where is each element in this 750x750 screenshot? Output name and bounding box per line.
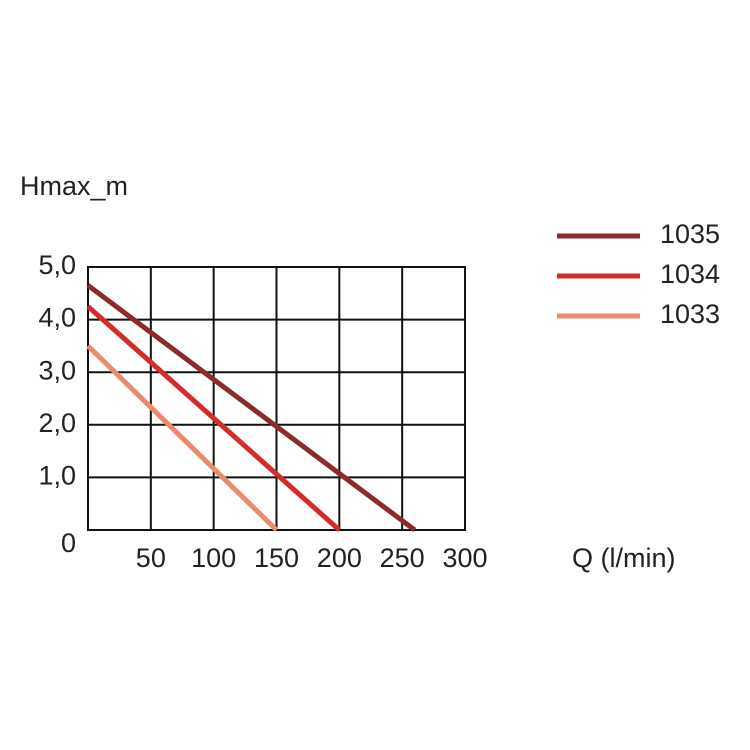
series-line <box>86 283 417 533</box>
legend-label: 1035 <box>660 219 720 249</box>
series-line <box>86 344 279 532</box>
y-tick-label: 2,0 <box>38 408 76 438</box>
x-tick-label: 250 <box>380 543 425 573</box>
y-tick-label: 3,0 <box>38 355 76 385</box>
y-tick-label: 0 <box>61 528 76 558</box>
series-line <box>86 304 341 532</box>
x-tick-label: 100 <box>191 543 236 573</box>
x-tick-label: 300 <box>442 543 487 573</box>
x-tick-label: 150 <box>254 543 299 573</box>
y-tick-label: 4,0 <box>38 303 76 333</box>
y-tick-label: 5,0 <box>38 250 76 280</box>
y-axis-label: Hmax_m <box>20 171 128 201</box>
legend-label: 1033 <box>660 299 720 329</box>
legend-label: 1034 <box>660 259 720 289</box>
x-tick-label: 50 <box>136 543 166 573</box>
x-tick-label: 200 <box>317 543 362 573</box>
x-axis-label: Q (l/min) <box>572 543 676 573</box>
y-tick-label: 1,0 <box>38 461 76 491</box>
